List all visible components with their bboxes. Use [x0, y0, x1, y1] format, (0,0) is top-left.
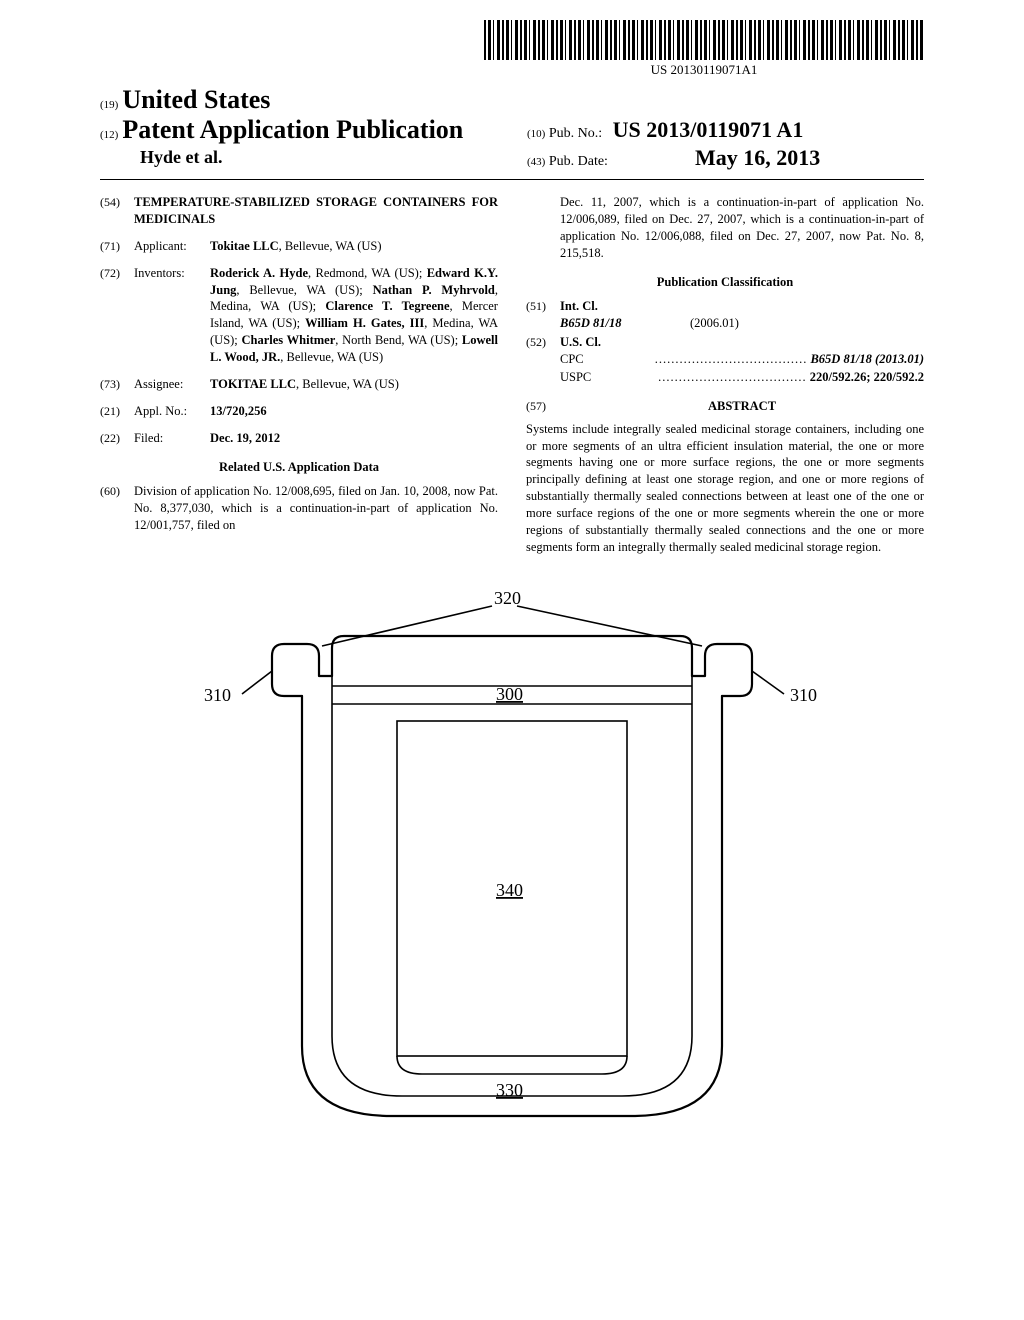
int-cl-row: B65D 81/18 (2006.01) [560, 315, 924, 332]
continuation-text: Dec. 11, 2007, which is a continuation-i… [526, 194, 924, 262]
header-right: (10) Pub. No.: US 2013/0119071 A1 (43) P… [527, 85, 924, 173]
code-57: (57) [526, 398, 560, 414]
field-51: (51) Int. Cl. B65D 81/18 (2006.01) [526, 298, 924, 332]
header-left: (19) United States (12) Patent Applicati… [100, 85, 497, 173]
inventors: Roderick A. Hyde, Redmond, WA (US); Edwa… [210, 265, 498, 366]
label-72: Inventors: [134, 265, 210, 366]
pub-date: May 16, 2013 [695, 145, 820, 170]
figure: 320 310 310 300 340 330 [100, 586, 924, 1146]
leader-320-l [322, 606, 492, 646]
int-cl-block: Int. Cl. B65D 81/18 (2006.01) [560, 298, 924, 332]
pub-date-line: (43) Pub. Date: May 16, 2013 [527, 145, 924, 171]
applicant-name: Tokitae LLC [210, 239, 279, 253]
pub-no-line: (10) Pub. No.: US 2013/0119071 A1 [527, 117, 924, 143]
uspc-dots: .................................... [658, 370, 807, 384]
leader-310-l [242, 671, 272, 694]
right-column: Dec. 11, 2007, which is a continuation-i… [526, 194, 924, 556]
divider [100, 179, 924, 180]
abstract-header: (57) ABSTRACT [526, 390, 924, 421]
field-22: (22) Filed: Dec. 19, 2012 [100, 430, 498, 447]
flange-left-outer [272, 644, 332, 696]
assignee-name: TOKITAE LLC [210, 377, 296, 391]
field-54: (54) TEMPERATURE-STABILIZED STORAGE CONT… [100, 194, 498, 228]
barcode-block: US 20130119071A1 [484, 20, 924, 78]
code-10: (10) [527, 128, 545, 140]
spacer-330 [397, 1056, 627, 1074]
field-71: (71) Applicant: Tokitae LLC, Bellevue, W… [100, 238, 498, 255]
cpc-val: B65D 81/18 (2013.01) [810, 352, 924, 366]
field-21: (21) Appl. No.: 13/720,256 [100, 403, 498, 420]
pub-no: US 2013/0119071 A1 [613, 117, 804, 142]
label-300: 300 [496, 684, 523, 704]
code-54: (54) [100, 194, 134, 228]
leader-320-r [517, 606, 702, 646]
field-72: (72) Inventors: Roderick A. Hyde, Redmon… [100, 265, 498, 366]
code-12: (12) [100, 129, 118, 141]
code-51: (51) [526, 298, 560, 332]
code-60: (60) [100, 483, 134, 534]
label-310-right: 310 [790, 685, 817, 705]
int-cl-label: Int. Cl. [560, 298, 924, 315]
field-60: (60) Division of application No. 12/008,… [100, 483, 498, 534]
country: United States [122, 85, 270, 114]
related-body: Division of application No. 12/008,695, … [134, 483, 498, 534]
code-43: (43) [527, 156, 545, 168]
patent-drawing: 320 310 310 300 340 330 [172, 586, 852, 1146]
int-cl-date: (2006.01) [690, 315, 739, 332]
lid-top [332, 636, 692, 676]
label-73: Assignee: [134, 376, 210, 393]
cpc-dots: ..................................... [655, 352, 808, 366]
filed-date: Dec. 19, 2012 [210, 430, 498, 447]
code-72: (72) [100, 265, 134, 366]
label-21: Appl. No.: [134, 403, 210, 420]
body-73: TOKITAE LLC, Bellevue, WA (US) [210, 376, 498, 393]
left-column: (54) TEMPERATURE-STABILIZED STORAGE CONT… [100, 194, 498, 556]
label-340: 340 [496, 880, 523, 900]
header: (19) United States (12) Patent Applicati… [100, 85, 924, 173]
uspc-row: USPC ...................................… [560, 369, 924, 386]
title: TEMPERATURE-STABILIZED STORAGE CONTAINER… [134, 194, 498, 228]
field-73: (73) Assignee: TOKITAE LLC, Bellevue, WA… [100, 376, 498, 393]
assignee-rest: , Bellevue, WA (US) [296, 377, 399, 391]
code-52: (52) [526, 334, 560, 386]
inner-wall [332, 704, 692, 1096]
code-73: (73) [100, 376, 134, 393]
barcode [484, 20, 924, 60]
abstract-heading: ABSTRACT [560, 398, 924, 415]
author-line: Hyde et al. [100, 147, 497, 168]
abstract-text: Systems include integrally sealed medici… [526, 421, 924, 556]
body-71: Tokitae LLC, Bellevue, WA (US) [210, 238, 498, 255]
cpc-row: CPC ....................................… [560, 351, 924, 369]
code-71: (71) [100, 238, 134, 255]
us-cl-block: U.S. Cl. CPC ...........................… [560, 334, 924, 386]
leader-310-r [752, 671, 784, 694]
barcode-text: US 20130119071A1 [484, 62, 924, 78]
appl-no: 13/720,256 [210, 403, 498, 420]
cpc-label: CPC [560, 351, 602, 369]
doctype-line: (12) Patent Application Publication [100, 115, 497, 145]
code-22: (22) [100, 430, 134, 447]
class-heading: Publication Classification [526, 274, 924, 291]
applicant-rest: , Bellevue, WA (US) [279, 239, 382, 253]
related-heading: Related U.S. Application Data [100, 459, 498, 476]
uspc-val: 220/592.26; 220/592.2 [810, 370, 924, 384]
uspc-label: USPC [560, 369, 602, 386]
code-19: (19) [100, 99, 118, 111]
field-52: (52) U.S. Cl. CPC ......................… [526, 334, 924, 386]
us-cl-label: U.S. Cl. [560, 334, 924, 351]
int-cl-code: B65D 81/18 [560, 315, 690, 332]
code-21: (21) [100, 403, 134, 420]
pub-date-label: Pub. Date: [549, 154, 608, 169]
outer-wall [302, 696, 722, 1116]
country-line: (19) United States [100, 85, 497, 115]
label-71: Applicant: [134, 238, 210, 255]
doc-type: Patent Application Publication [122, 115, 463, 144]
label-330: 330 [496, 1080, 523, 1100]
biblio-columns: (54) TEMPERATURE-STABILIZED STORAGE CONT… [100, 194, 924, 556]
label-320: 320 [494, 588, 521, 608]
label-310-left: 310 [204, 685, 231, 705]
pub-no-label: Pub. No.: [549, 126, 602, 141]
flange-right-outer [692, 644, 752, 696]
label-22: Filed: [134, 430, 210, 447]
